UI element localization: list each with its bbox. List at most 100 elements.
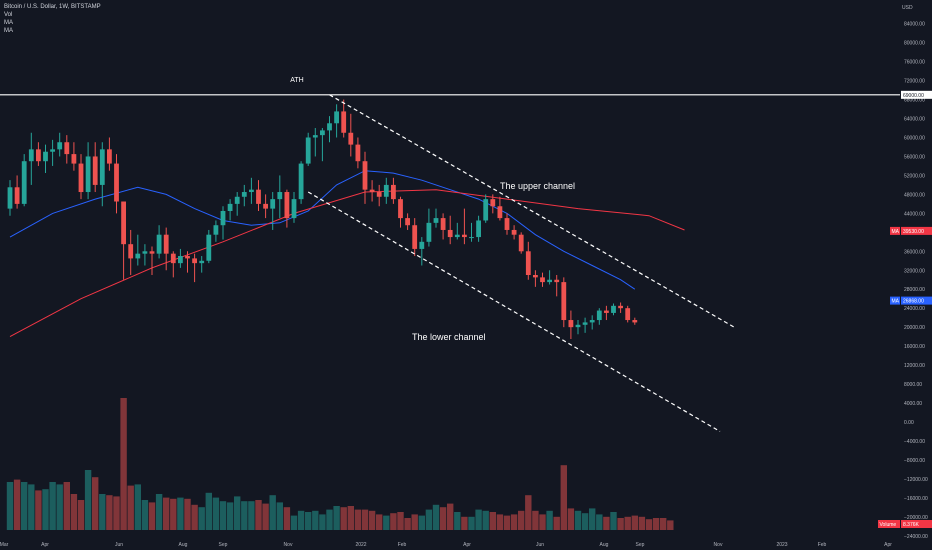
candle-body [625,308,631,321]
candle-body [270,199,276,209]
y-tick-label: 48000.00 [904,192,925,198]
candle-body [447,229,453,238]
candle-body [511,229,517,235]
candle-body [405,218,410,226]
candle-body [355,144,361,162]
volume-bar [92,477,99,530]
candle-body [71,154,77,164]
candle-body [611,305,616,313]
upper-channel-line [329,94,735,328]
candle-body [64,142,70,155]
volume-bar [510,514,518,530]
x-tick-label: Sep [636,542,645,548]
volume-bar [290,515,298,530]
candle-body [469,237,474,239]
volume-bar [390,513,397,530]
candle-body [170,253,176,264]
volume-bar [645,519,653,530]
price-tag-value: 8.376K [903,522,920,528]
candle-body [525,251,531,275]
candle-body [412,225,418,249]
candle-body [50,149,55,152]
price-tag-name-text: MA [892,299,900,305]
candle-body [99,149,105,185]
volume-bar [525,495,532,530]
lower-channel-line [307,191,721,432]
y-tick-label: 36000.00 [904,249,925,255]
candle-body [149,251,155,254]
volume-bar [567,508,575,530]
volume-bar [70,494,78,530]
volume-bar [468,516,475,530]
volume-bar [652,518,660,530]
volume-bar [170,498,177,530]
volume-bar [56,484,63,530]
candle-body [21,161,27,204]
volume-bar [368,510,376,530]
volume-bar [155,494,163,530]
y-tick-label: 28000.00 [904,287,925,293]
x-axis: Mar Apr Jun Aug Sep Nov 2022 Feb Apr Jun Aug Sep Nov… [0,542,892,548]
x-tick-label: Nov [714,542,723,548]
candle-body [312,135,318,138]
candle-body [596,310,602,321]
y-tick-label: 8000.00 [904,382,922,388]
volume-bar [113,496,120,530]
volume-bar [13,479,21,530]
candle-body [227,203,233,211]
volume-bar [631,515,638,530]
volume-bar [84,470,92,530]
volume-bar [603,516,610,530]
y-tick-label: 24000.00 [904,306,925,312]
candle-body [156,234,162,254]
legend-item-vol[interactable]: Vol [4,12,13,18]
candle-body [142,251,148,254]
x-tick-label: Nov [284,542,293,548]
price-tag-value: 26868.00 [903,299,924,305]
volume-bar [411,514,418,530]
volume-bar [35,490,42,530]
candle-body [7,187,13,209]
legend-item-ma-1[interactable]: MA [4,20,13,26]
volume-bar [63,482,70,530]
currency-label: USD [902,5,913,11]
candle-body [107,149,112,164]
volume-bar [667,520,674,530]
price-tag-text: 69000.00 [903,93,924,99]
candle-body [241,192,247,197]
volume-bar [262,503,269,530]
y-tick-label: 52000.00 [904,173,925,179]
y-tick-label: −8000.00 [904,458,925,464]
legend-item-ma-2[interactable]: MA [4,28,13,34]
price-tag-name [878,520,900,528]
volume-bar [283,507,291,530]
lower-channel-label: The lower channel [412,332,486,342]
volume-bar [326,509,333,530]
x-tick-label: Aug [179,542,188,548]
candle-body [298,163,304,200]
candle-body [256,189,261,204]
y-tick-label: −24000.00 [904,534,928,540]
volume-bar [482,510,489,530]
upper-channel-label: The upper channel [500,181,575,191]
volume-bar [383,515,390,530]
candle-body [43,151,48,162]
volume-bar [134,484,141,530]
candle-body [341,111,347,133]
candle-body [14,187,20,204]
volume-bar [212,497,220,530]
y-tick-label: 44000.00 [904,211,925,217]
symbol-title[interactable]: Bitcoin / U.S. Dollar, 1W, BITSTAMP [4,4,101,10]
annotations: ATH The upper channel The lower channel [0,77,900,432]
volume-bar [6,482,14,530]
volume-bar [205,492,212,530]
candle-body [604,310,609,313]
volume-bar [503,515,511,530]
volume-bar [191,504,198,530]
volume-bar [454,512,461,530]
candle-body [348,132,354,145]
y-tick-label: 20000.00 [904,325,925,331]
volume-bar [638,516,646,530]
